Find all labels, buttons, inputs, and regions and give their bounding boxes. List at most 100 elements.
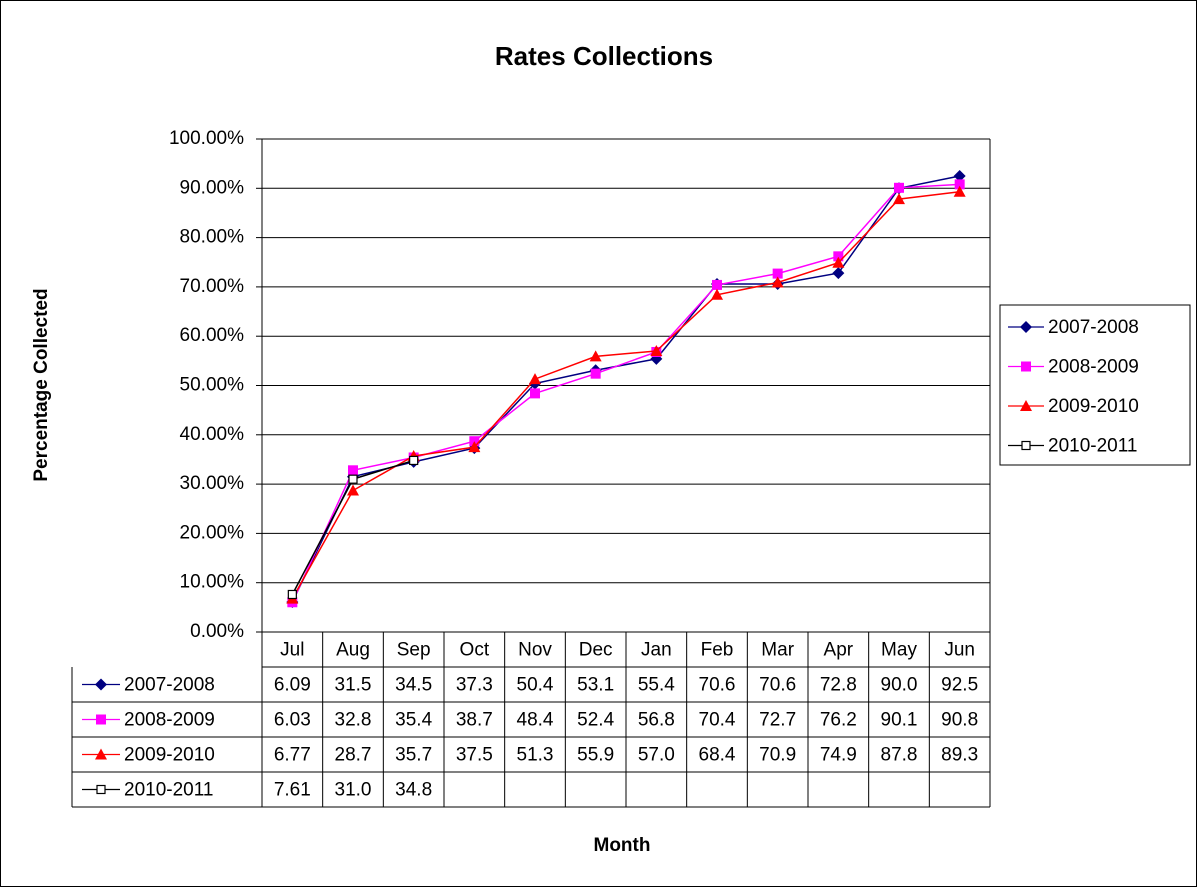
table-value: 37.5 bbox=[456, 745, 493, 766]
y-tick-label: 60.00% bbox=[180, 325, 245, 346]
table-value: 31.0 bbox=[335, 780, 372, 801]
marker bbox=[832, 256, 845, 268]
table-value: 6.77 bbox=[274, 745, 311, 766]
series-line bbox=[291, 175, 960, 603]
marker bbox=[409, 455, 419, 466]
x-axis-label: Month bbox=[594, 835, 651, 856]
marker bbox=[589, 350, 602, 362]
table-value: 76.2 bbox=[820, 710, 857, 731]
marker bbox=[529, 373, 541, 385]
table-value: 87.8 bbox=[881, 745, 918, 766]
table-row-label: 2008-2009 bbox=[124, 710, 215, 731]
table-value: 48.4 bbox=[517, 710, 554, 731]
table-value: 70.9 bbox=[759, 745, 796, 766]
table-value: 34.5 bbox=[395, 675, 432, 696]
table-value: 31.5 bbox=[335, 675, 372, 696]
table-value: 7.61 bbox=[274, 780, 311, 801]
y-tick-label: 20.00% bbox=[180, 522, 245, 543]
legend-marker bbox=[1020, 400, 1032, 411]
marker bbox=[348, 465, 358, 476]
x-tick-label: May bbox=[881, 640, 917, 661]
legend-label: 2009-2010 bbox=[1048, 396, 1139, 417]
table-value: 55.9 bbox=[577, 745, 614, 766]
table-value: 70.6 bbox=[699, 675, 736, 696]
y-tick-label: 50.00% bbox=[180, 375, 245, 396]
y-tick-label: 0.00% bbox=[190, 621, 244, 642]
marker bbox=[347, 484, 359, 496]
marker bbox=[590, 368, 601, 379]
x-tick-label: Jan bbox=[641, 640, 672, 661]
table-value: 72.8 bbox=[820, 675, 857, 696]
y-tick-label: 40.00% bbox=[180, 424, 245, 445]
table-value: 28.7 bbox=[335, 745, 372, 766]
marker bbox=[894, 182, 904, 193]
legend-label: 2008-2009 bbox=[1048, 357, 1139, 378]
legend-marker bbox=[96, 714, 106, 725]
table-value: 89.3 bbox=[941, 745, 978, 766]
table-row-label: 2007-2008 bbox=[124, 675, 215, 696]
marker bbox=[833, 251, 844, 262]
legend-marker bbox=[1021, 361, 1031, 372]
x-tick-label: Jul bbox=[280, 640, 304, 661]
x-tick-label: Nov bbox=[518, 640, 552, 661]
marker bbox=[650, 344, 663, 356]
x-tick-label: Mar bbox=[761, 640, 794, 661]
table-value: 57.0 bbox=[638, 745, 675, 766]
x-tick-label: Oct bbox=[460, 640, 490, 661]
table-value: 52.4 bbox=[577, 710, 614, 731]
table-value: 90.1 bbox=[881, 710, 918, 731]
table-value: 72.7 bbox=[759, 710, 796, 731]
x-tick-label: Dec bbox=[579, 640, 613, 661]
table-value: 68.4 bbox=[699, 745, 736, 766]
legend-label: 2010-2011 bbox=[1048, 436, 1137, 457]
y-tick-label: 90.00% bbox=[180, 177, 245, 198]
table-value: 34.8 bbox=[395, 780, 432, 801]
legend-marker bbox=[1021, 440, 1031, 451]
y-tick-label: 80.00% bbox=[180, 227, 245, 248]
marker bbox=[711, 288, 723, 300]
table-value: 6.09 bbox=[274, 675, 311, 696]
table-value: 53.1 bbox=[577, 675, 614, 696]
legend-marker bbox=[1020, 321, 1032, 333]
x-tick-label: Jun bbox=[944, 640, 975, 661]
table-value: 6.03 bbox=[274, 710, 311, 731]
table-value: 51.3 bbox=[517, 745, 554, 766]
table-value: 70.6 bbox=[759, 675, 796, 696]
y-tick-label: 30.00% bbox=[180, 473, 245, 494]
marker bbox=[712, 279, 722, 290]
marker bbox=[287, 589, 297, 600]
legend-label: 2007-2008 bbox=[1048, 317, 1139, 338]
table-value: 35.7 bbox=[395, 745, 432, 766]
x-tick-label: Aug bbox=[336, 640, 370, 661]
table-value: 55.4 bbox=[638, 675, 675, 696]
table-value: 90.0 bbox=[881, 675, 918, 696]
table-value: 92.5 bbox=[941, 675, 978, 696]
x-tick-label: Sep bbox=[397, 640, 431, 661]
table-value: 35.4 bbox=[395, 710, 432, 731]
chart-title: Rates Collections bbox=[495, 41, 713, 71]
marker bbox=[468, 441, 481, 453]
marker bbox=[771, 276, 784, 288]
table-value: 38.7 bbox=[456, 710, 493, 731]
marker bbox=[953, 169, 966, 182]
table-value: 32.8 bbox=[335, 710, 372, 731]
table-value: 37.3 bbox=[456, 675, 493, 696]
marker bbox=[953, 185, 966, 197]
table-value: 74.9 bbox=[820, 745, 857, 766]
marker bbox=[772, 268, 783, 279]
x-tick-label: Feb bbox=[701, 640, 734, 661]
y-tick-label: 100.00% bbox=[169, 128, 244, 149]
table-value: 90.8 bbox=[941, 710, 978, 731]
legend-marker bbox=[95, 678, 107, 691]
x-tick-label: Apr bbox=[824, 640, 854, 661]
table-value: 50.4 bbox=[517, 675, 554, 696]
series-line bbox=[291, 191, 960, 599]
y-axis-label: Percentage Collected bbox=[31, 288, 52, 481]
table-value: 70.4 bbox=[699, 710, 736, 731]
y-tick-label: 70.00% bbox=[180, 276, 245, 297]
marker bbox=[348, 474, 358, 484]
marker bbox=[954, 179, 965, 190]
legend-box bbox=[999, 304, 1191, 466]
marker bbox=[893, 193, 905, 205]
